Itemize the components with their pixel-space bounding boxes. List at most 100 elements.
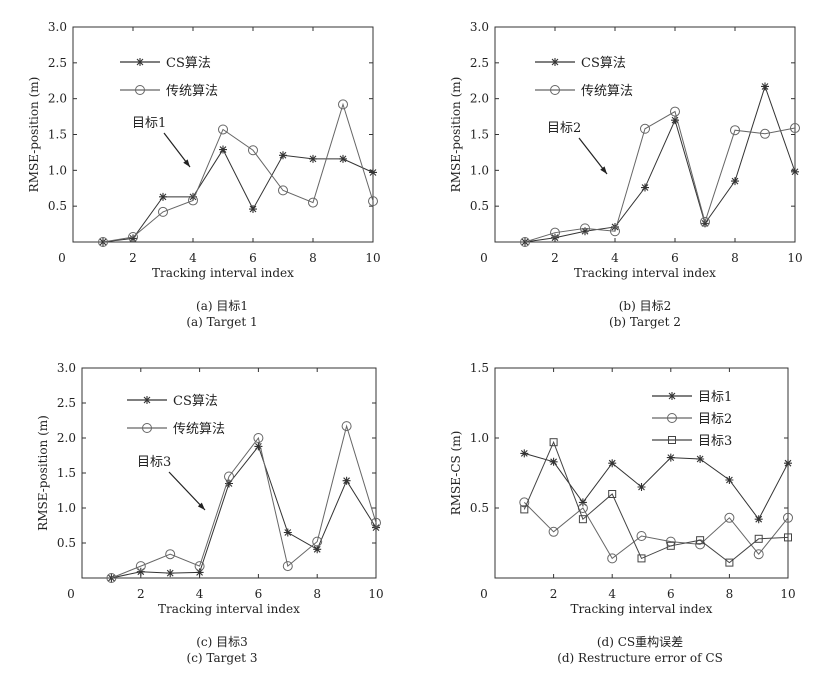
data-point-circle [98,237,108,247]
data-point-circle [106,573,117,583]
legend-label: CS算法 [581,56,626,71]
data-point-circle [670,106,680,117]
data-point-circle [730,125,740,136]
y-tick-label: 2.5 [57,396,76,410]
x-tick-label: 2 [551,251,559,265]
data-point-circle [194,561,205,572]
data-point-star [283,528,292,537]
data-point-square [637,554,646,563]
y-axis-label: RMSE-CS (m) [449,431,463,516]
data-point-star [784,459,792,468]
data-point-circle [607,553,618,564]
legend-label: 传统算法 [166,84,218,99]
caption-en: (a) Target 1 [186,315,257,329]
y-tick-label: 0.5 [48,199,67,213]
data-point-square [578,515,587,524]
data-point-square [725,558,734,567]
data-point-circle [224,471,234,482]
data-point-circle [368,196,378,207]
data-point-circle [341,421,352,432]
series-line [524,452,789,521]
x-tick-label: 6 [671,251,679,265]
data-point-square [549,438,558,447]
data-point-star [279,151,287,160]
y-tick-label: 1.0 [48,163,67,177]
data-point-circle [636,531,647,541]
data-point-square [754,534,763,543]
legend-label: 传统算法 [581,84,633,99]
data-point-circle [550,85,560,95]
data-point-square [608,490,617,498]
annotation-label: 目标2 [547,121,581,136]
caption-en: (b) Target 2 [609,315,681,329]
series-0 [107,442,380,582]
x-tick-label: 10 [368,587,383,601]
data-point-circle [282,561,293,572]
series-0 [521,82,799,246]
arrow-head-icon [197,502,205,510]
y-axis-label: RMSE-position (m) [449,77,463,193]
x-tick-label: 0 [67,587,75,601]
data-point-star [551,58,559,66]
series-1 [519,497,793,564]
y-tick-label: 2.0 [470,92,489,106]
data-point-star [671,116,679,125]
data-point-circle [724,512,735,523]
y-tick-label: 2.0 [48,92,67,106]
data-point-star [696,455,705,463]
x-tick-label: 4 [611,251,619,265]
data-point-star [731,177,739,186]
data-point-star [136,567,145,576]
y-tick-label: 1.0 [57,501,76,515]
data-point-circle [128,231,138,242]
y-axis-label: RMSE-position (m) [27,77,41,193]
caption-en: (d) Restructure error of CS [557,651,723,665]
x-tick-label: 8 [726,587,734,601]
data-point-circle [580,223,590,234]
x-tick-label: 0 [480,587,488,601]
data-point-square [696,536,705,545]
annotation-arrow [168,471,206,511]
x-tick-label: 6 [249,251,257,265]
data-point-star [195,568,204,577]
data-point-circle [278,185,288,196]
series-line [111,445,377,579]
data-point-star [249,205,257,214]
plot-frame [81,367,377,579]
data-point-circle [550,227,560,238]
y-tick-label: 3.0 [48,20,67,34]
data-point-circle [253,433,264,443]
y-tick-label: 1.5 [470,128,489,142]
data-point-square [784,533,792,542]
y-tick-label: 0.5 [470,501,489,515]
data-point-circle [158,206,168,217]
x-tick-label: 8 [313,587,321,601]
x-tick-label: 2 [550,587,558,601]
data-point-star [551,233,559,242]
data-point-star [637,483,646,491]
annotation-label: 目标3 [137,455,171,470]
x-tick-label: 2 [129,251,137,265]
x-tick-label: 10 [780,587,795,601]
x-tick-label: 6 [667,587,675,601]
data-point-star [136,58,144,66]
data-point-star [129,234,137,243]
series-0 [99,145,377,246]
x-tick-label: 10 [787,251,802,265]
plot-frame [494,367,789,579]
data-point-star [225,479,233,488]
chart-panel-c: 0 2 4 6 8 10 0.5 1.0 1.5 2.0 2.5 3.0 Tracking interv… [36,361,384,665]
x-axis-label: Tracking interval index [152,266,294,280]
data-point-circle [790,123,800,134]
data-point-star [641,183,649,192]
data-point-square [520,505,529,514]
series-line [523,502,789,560]
data-point-star [219,145,227,154]
y-tick-label: 1.5 [48,128,67,142]
caption-cn: (d) CS重构误差 [597,634,683,649]
y-tick-label: 1.0 [470,163,489,177]
data-point-circle [135,85,145,95]
arrow-head-icon [600,166,607,174]
data-point-circle [667,413,677,423]
